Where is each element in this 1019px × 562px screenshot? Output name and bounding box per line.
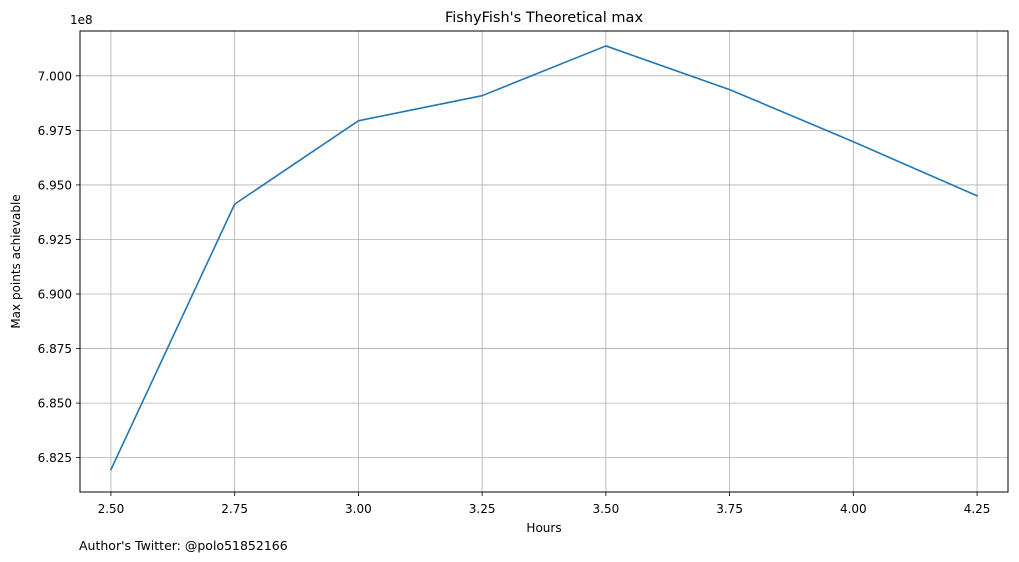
grid	[80, 31, 1008, 492]
series-line-0	[109, 45, 979, 471]
author-twitter-note: Author's Twitter: @polo51852166	[79, 538, 288, 553]
x-tick-label: 3.75	[716, 502, 743, 516]
plot-frame	[79, 30, 1009, 493]
y-axis-label: Max points achievable	[9, 194, 23, 328]
x-axis-label: Hours	[526, 521, 561, 535]
x-axis-ticks: 2.50 2.75 3.00 3.25 3.50 3.75 4.00 4.25	[98, 492, 991, 516]
x-tick-label: 2.75	[221, 502, 248, 516]
x-tick-label: 3.00	[345, 502, 372, 516]
y-tick-label: 6.975	[38, 124, 72, 138]
x-tick-label: 4.25	[964, 502, 991, 516]
y-tick-label: 6.825	[38, 451, 72, 465]
chart-title: FishyFish's Theoretical max	[445, 10, 643, 26]
y-tick-label: 6.850	[38, 397, 72, 411]
y-tick-label: 6.900	[38, 288, 72, 302]
y-axis-multiplier: 1e8	[70, 13, 93, 27]
y-tick-label: 6.925	[38, 233, 72, 247]
x-tick-label: 2.50	[98, 502, 125, 516]
y-axis-ticks: 6.825 6.850 6.875 6.900 6.925 6.950 6.975 7.000	[38, 69, 80, 465]
x-tick-label: 3.25	[469, 502, 496, 516]
y-tick-label: 6.950	[38, 178, 72, 192]
series-layer	[109, 45, 979, 471]
x-tick-label: 3.50	[593, 502, 620, 516]
y-tick-label: 7.000	[38, 69, 72, 83]
x-tick-label: 4.00	[840, 502, 867, 516]
y-tick-label: 6.875	[38, 342, 72, 356]
